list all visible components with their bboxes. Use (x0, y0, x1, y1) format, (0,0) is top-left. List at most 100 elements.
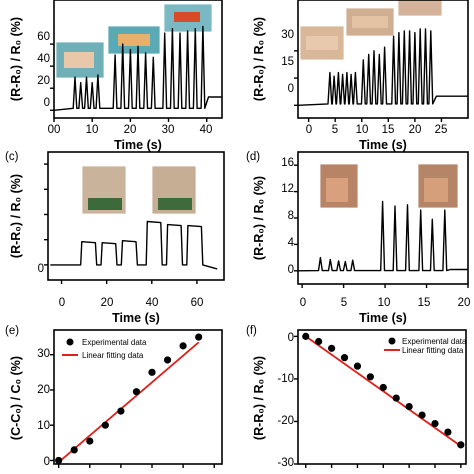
panel-e-data-point (86, 437, 94, 445)
photo-hand-3-detail (174, 12, 200, 22)
panel-d-xtick: 5 (341, 297, 347, 309)
photo-knee-2-detail (158, 198, 192, 210)
panel-b-ytick: 0 (288, 83, 294, 95)
panel-d-xtick: 10 (378, 297, 391, 309)
panel-b-xticks: 0 5 10 15 20 25 (306, 124, 448, 136)
legend-experimental-label: Experimental data (402, 337, 467, 346)
panel-d-xtick: 0 (300, 297, 306, 309)
panel-d-ylabel: (R-R₀) / R₀ (%) (252, 176, 266, 260)
panel-d-ytick: 0 (288, 264, 294, 276)
photo-arm-3 (397, 0, 443, 17)
panel-b-xtick: 5 (332, 124, 338, 136)
panel-e-ytick: 0 (44, 456, 50, 468)
panel-c-xtick: 0 (59, 297, 65, 309)
panel-e-data-point (148, 368, 156, 376)
panel-a-xtick: 30 (162, 124, 175, 136)
panel-f-data-point (302, 332, 310, 340)
panel-f-data-point (340, 354, 349, 362)
panel-b-ytick: 15 (281, 56, 294, 68)
legend-experimental-label: Experimental data (82, 338, 147, 347)
panel-b-xtick: 15 (382, 124, 395, 136)
panel-f-ytick: -10 (277, 373, 294, 385)
panel-b: 0 5 10 15 20 25 0 15 30 Time (s) (R-R₀) … (252, 0, 469, 152)
panel-a-xlabel: Time (s) (114, 138, 162, 152)
panel-c-ylabel: (R-R₀) / R₀ (%) (9, 174, 23, 258)
photo-face-1-detail (326, 178, 348, 202)
panel-d: (d) 0 5 10 15 20 0 4 8 12 16 Time (s) (R… (246, 151, 470, 325)
panel-b-xtick: 10 (356, 124, 369, 136)
panel-a-xtick: 10 (86, 124, 99, 136)
panel-e-ylabel: (C-C₀) / C₀ (%) (9, 356, 23, 440)
panel-f-data-point (444, 428, 452, 436)
panel-b-ylabel: (R-R₀) / R₀ (%) (252, 17, 266, 101)
photo-knee-1-detail (88, 198, 122, 210)
panel-d-xtick: 15 (418, 297, 431, 309)
photo-hand-1-detail (64, 52, 94, 68)
panel-f-frame (297, 329, 467, 465)
panel-f-data-point (328, 344, 336, 352)
panel-c-xticks: 0 20 40 60 (59, 297, 204, 309)
panel-c-xtick: 40 (146, 297, 159, 309)
panel-a-xtick: 20 (124, 124, 137, 136)
panel-e-legend: Experimental data Linear fitting data (62, 338, 147, 360)
panel-e-frame (53, 329, 223, 465)
panel-d-photos (319, 163, 459, 209)
photo-hand-2 (107, 25, 161, 55)
panel-b-ytick: 30 (281, 29, 294, 41)
panel-a-signal-line (53, 25, 222, 111)
panel-a-photos (55, 3, 213, 79)
panel-b-yticks: 0 15 30 (281, 29, 294, 95)
panel-b-photos (299, 0, 443, 61)
panel-d-xtick: 20 (458, 297, 471, 309)
panel-f-ytick: -30 (277, 457, 294, 469)
panel-a-ytick: 40 (37, 53, 50, 65)
panel-e-ytick: 30 (37, 348, 50, 360)
panel-f: (f) 0 -10 -20 -30 Experimental data Line… (246, 325, 467, 469)
legend-experimental-marker (66, 338, 74, 346)
panel-e-data-point (132, 388, 141, 396)
chart-marks (44, 25, 469, 468)
panel-d-yticks: 0 4 8 12 16 (281, 157, 294, 276)
panel-f-data-point (405, 402, 413, 411)
panel-b-signal-line (297, 28, 468, 106)
panel-a-ytick: 20 (37, 75, 50, 87)
legend-linear-label: Linear fitting data (402, 346, 464, 355)
panel-f-data-point (431, 419, 439, 428)
panel-c: (c) 0 20 40 60 0 Time (s) (R-R₀) / R₀ (%… (5, 151, 225, 325)
panel-a-xtick: 00 (48, 124, 61, 136)
panel-e-yticks: 0 10 20 30 (37, 348, 50, 468)
panel-e-fit-line (58, 341, 200, 463)
photo-hand-2-detail (118, 34, 150, 46)
panel-f-ytick: 0 (288, 332, 294, 344)
photo-arm-2-detail (352, 16, 388, 28)
panel-b-xtick: 20 (409, 124, 422, 136)
panel-d-ytick: 16 (281, 157, 294, 169)
panel-f-ylabel: (R-R₀) / R₀ (%) (252, 356, 266, 440)
legend-linear-label: Linear fitting data (82, 351, 144, 360)
panel-c-yticks: 0 (38, 263, 44, 275)
panel-b-xtick: 25 (435, 124, 448, 136)
panel-e-ytick: 10 (37, 420, 50, 432)
panel-f-legend: Experimental data Linear fitting data (384, 337, 467, 355)
panel-e-data-point (179, 342, 187, 350)
panel-d-ytick: 8 (288, 210, 294, 222)
panel-f-fit-line (305, 335, 462, 447)
panel-a-xtick: 40 (200, 124, 213, 136)
panel-f-data-point (418, 411, 426, 419)
panel-e-ytick: 20 (37, 384, 50, 396)
photo-face-2-detail (424, 178, 448, 202)
panel-d-signal-line (297, 200, 468, 272)
panel-a: 00 10 20 30 40 0 20 40 60 Time (s) (R-R₀… (9, 0, 223, 152)
panel-e-data-point (195, 333, 203, 341)
panel-c-xtick: 60 (191, 297, 204, 309)
panel-a-yticks: 0 20 40 60 (37, 31, 50, 109)
panel-c-frame (47, 151, 225, 281)
panel-a-frame (53, 0, 223, 119)
panel-e-label: (e) (5, 325, 19, 337)
panel-f-data-point (366, 373, 374, 381)
panel-d-xlabel: Time (s) (359, 311, 407, 325)
panel-f-ytick: -20 (277, 415, 294, 427)
panel-b-xtick: 0 (306, 124, 312, 136)
panel-b-xlabel: Time (s) (359, 138, 407, 152)
